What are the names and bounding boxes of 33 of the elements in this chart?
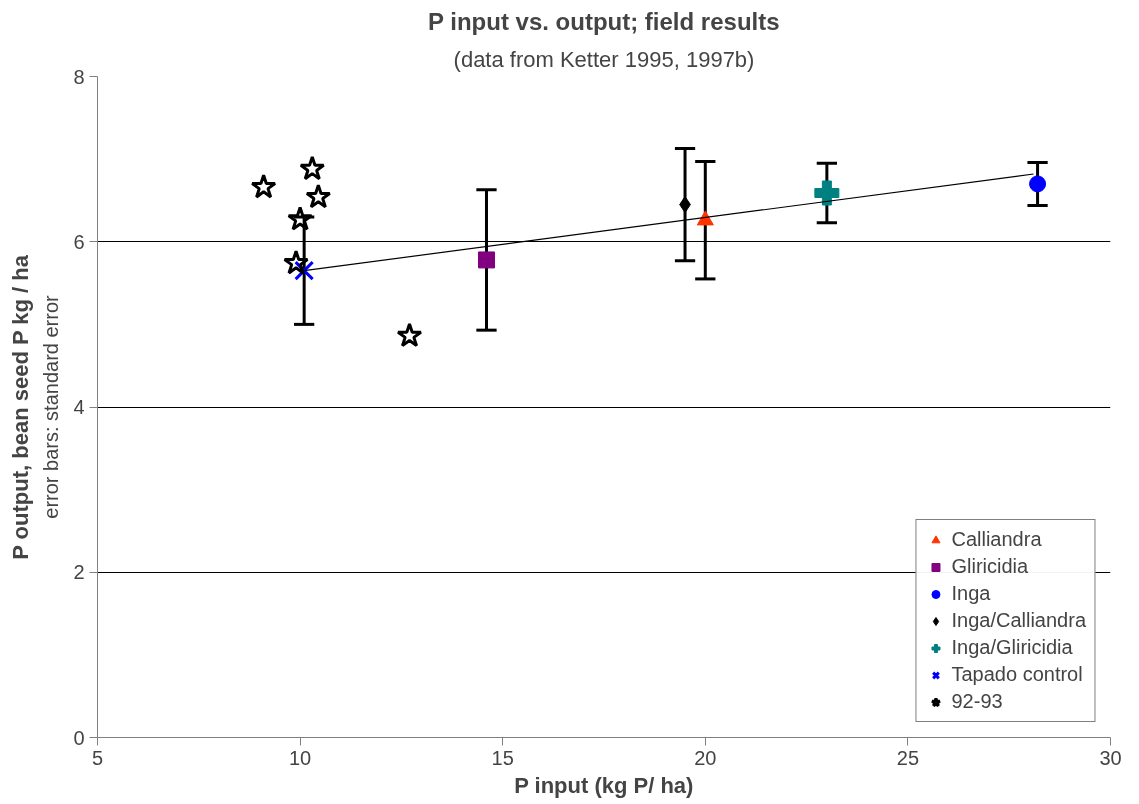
legend-label: 92-93: [951, 690, 1003, 713]
x-tick-label: 10: [288, 746, 312, 769]
point: [814, 180, 840, 206]
x-tick-label: 15: [491, 746, 514, 769]
legend-label: Inga/Calliandra: [951, 609, 1086, 632]
y-tick-label: 6: [73, 230, 85, 253]
point: [250, 173, 277, 199]
legend-label: Inga/Gliricidia: [951, 636, 1073, 659]
text: error bars: standard error: [40, 294, 63, 519]
point: [1029, 175, 1047, 193]
point: [696, 210, 714, 226]
y-tick-label: 0: [73, 726, 85, 749]
y-tick-label: 8: [73, 65, 85, 88]
point: [283, 249, 309, 275]
x-axis-title: P input (kg P/ ha): [514, 772, 694, 798]
legend-label: Inga: [951, 582, 991, 605]
point: [305, 183, 332, 209]
legend-label: Gliricidia: [951, 555, 1029, 578]
x-tick-label: 30: [1099, 746, 1122, 769]
y-tick-label: 2: [73, 561, 85, 584]
point: [396, 322, 423, 348]
legend-label: Tapado control: [951, 663, 1083, 686]
chart-subtitle: (data from Ketter 1995, 1997b): [453, 46, 755, 72]
x-tick-label: 25: [896, 746, 920, 769]
x-tick-label: 5: [91, 746, 104, 769]
x-tick-label: 20: [694, 746, 717, 769]
point: [299, 155, 326, 181]
y-tick-label: 4: [73, 396, 85, 418]
legend-label: Calliandra: [951, 528, 1042, 551]
chart-title: P input vs. output; field results: [428, 7, 780, 35]
y-axis-title: P output, bean seed P kg / ha: [7, 254, 33, 560]
point: [477, 251, 495, 269]
point: [287, 205, 314, 231]
